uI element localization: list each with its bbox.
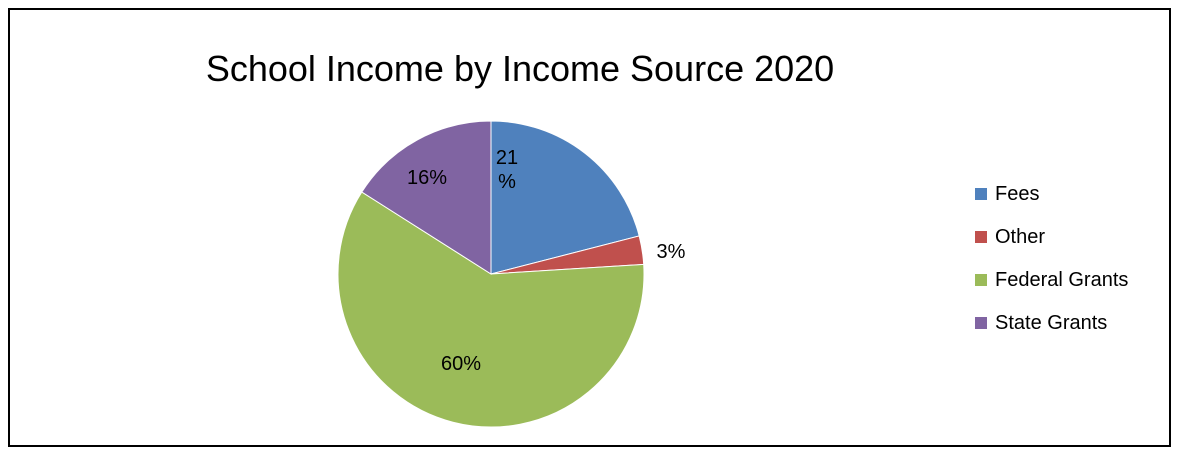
legend-item-federal-grants: Federal Grants	[975, 262, 1128, 298]
legend-swatch-state-grants	[975, 317, 987, 329]
chart-title: School Income by Income Source 2020	[205, 48, 835, 89]
legend-item-other: Other	[975, 219, 1128, 255]
slice-label-state-grants: 16%	[407, 167, 447, 189]
pie-slice-fees	[490, 120, 640, 275]
legend-swatch-federal-grants	[975, 274, 987, 286]
pie-slice-federal-grants	[337, 191, 645, 428]
legend-item-state-grants: State Grants	[975, 305, 1128, 341]
slice-label-federal-grants: 60%	[441, 353, 481, 375]
legend-label-other: Other	[995, 225, 1046, 248]
legend-label-state-grants: State Grants	[995, 311, 1108, 334]
legend: Fees Other Federal Grants State Grants	[975, 176, 1128, 348]
legend-label-fees: Fees	[995, 182, 1040, 205]
legend-item-fees: Fees	[975, 176, 1128, 212]
legend-swatch-fees	[975, 188, 987, 200]
slice-label-other: 3%	[657, 241, 686, 263]
legend-label-federal-grants: Federal Grants	[995, 268, 1129, 291]
slice-label-fees: 21%	[496, 147, 518, 193]
pie-slice-state-grants	[361, 120, 492, 275]
legend-swatch-other	[975, 231, 987, 243]
